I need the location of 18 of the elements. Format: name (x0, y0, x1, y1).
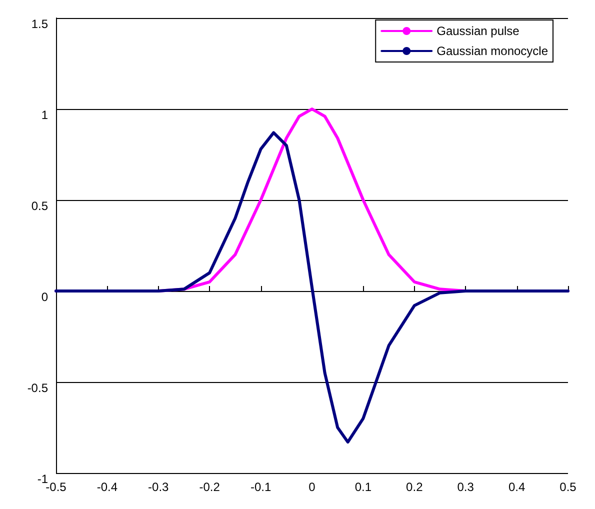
legend-label: Gaussian monocycle (436, 44, 548, 58)
x-tick-label: 0.1 (354, 480, 372, 494)
legend-label: Gaussian pulse (436, 24, 520, 38)
y-tick-label: -1 (37, 472, 48, 486)
x-tick-label: -0.1 (250, 480, 272, 494)
y-tick-label: 1.5 (31, 17, 48, 31)
y-tick-label: 0.5 (31, 199, 48, 213)
x-tick-label: -0.2 (199, 480, 220, 494)
x-tick-label: 0.2 (406, 480, 424, 494)
y-tick-label: -0.5 (27, 381, 48, 395)
x-tick-label: 0.5 (560, 480, 577, 494)
y-tick-label: 1 (41, 108, 48, 122)
x-tick-label: -0.4 (96, 480, 118, 494)
x-tick-label: 0.3 (457, 480, 474, 494)
x-tick-label: -0.3 (148, 480, 170, 494)
x-tick-label: 0.4 (508, 480, 526, 494)
x-tick-label: 0 (308, 480, 316, 494)
y-tick-label: 0 (41, 290, 48, 304)
